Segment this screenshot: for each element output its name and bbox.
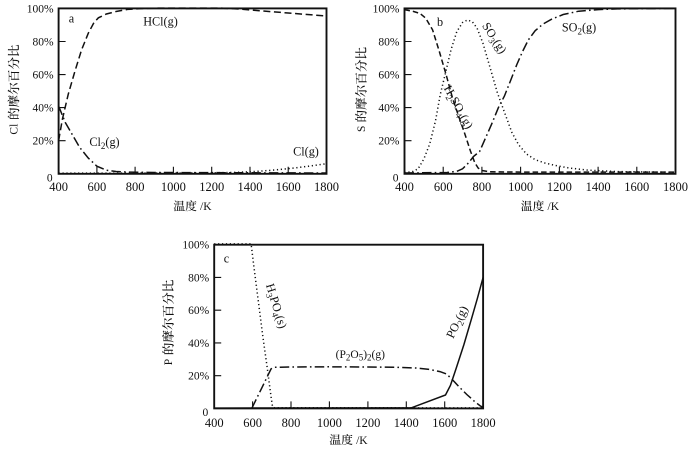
svg-text:1800: 1800	[314, 180, 339, 194]
svg-text:100%: 100%	[373, 3, 400, 15]
svg-text:c: c	[224, 252, 230, 266]
svg-text:800: 800	[282, 416, 301, 430]
svg-text:1000: 1000	[317, 416, 342, 430]
svg-text:100%: 100%	[27, 3, 54, 15]
svg-text:40%: 40%	[33, 103, 55, 115]
svg-text:1400: 1400	[586, 180, 611, 194]
svg-text:60%: 60%	[378, 70, 400, 82]
svg-text:600: 600	[434, 180, 453, 194]
svg-text:20%: 20%	[33, 136, 55, 148]
svg-text:100%: 100%	[182, 240, 209, 252]
svg-text:b: b	[437, 15, 443, 29]
svg-text:/K: /K	[356, 435, 368, 447]
svg-text:60%: 60%	[33, 70, 55, 82]
svg-text:Cl2(g): Cl2(g)	[89, 135, 119, 151]
svg-text:800: 800	[473, 180, 492, 194]
svg-text:Cl: Cl	[9, 124, 21, 135]
svg-text:Cl(g): Cl(g)	[293, 145, 319, 159]
svg-text:a: a	[69, 12, 75, 26]
svg-text:400: 400	[205, 416, 224, 430]
svg-text:SO2(g): SO2(g)	[562, 21, 596, 37]
svg-text:1200: 1200	[199, 180, 224, 194]
svg-text:800: 800	[126, 180, 145, 194]
svg-text:(P2O5)2(g): (P2O5)2(g)	[336, 349, 385, 363]
svg-text:1000: 1000	[508, 180, 533, 194]
svg-text:1800: 1800	[663, 180, 688, 194]
svg-text:60%: 60%	[188, 305, 210, 317]
svg-text:P: P	[163, 359, 175, 365]
svg-text:40%: 40%	[188, 338, 210, 350]
svg-text:1000: 1000	[161, 180, 186, 194]
svg-text:400: 400	[395, 180, 414, 194]
svg-text:0: 0	[202, 407, 208, 419]
svg-text:1600: 1600	[276, 180, 301, 194]
svg-text:40%: 40%	[378, 103, 400, 115]
svg-text:H2SO4(g): H2SO4(g)	[439, 83, 476, 132]
svg-text:600: 600	[88, 180, 107, 194]
svg-text:H3PO4(s): H3PO4(s)	[261, 282, 290, 331]
svg-text:1200: 1200	[547, 180, 572, 194]
svg-text:80%: 80%	[188, 272, 210, 284]
svg-text:80%: 80%	[33, 37, 55, 49]
svg-text:80%: 80%	[378, 37, 400, 49]
svg-text:1600: 1600	[432, 416, 457, 430]
svg-text:600: 600	[243, 416, 262, 430]
svg-text:1200: 1200	[355, 416, 380, 430]
svg-text:1800: 1800	[471, 416, 496, 430]
svg-text:S: S	[356, 126, 368, 132]
svg-text:HCl(g): HCl(g)	[143, 15, 178, 29]
svg-text:/K: /K	[200, 201, 212, 213]
svg-text:1400: 1400	[394, 416, 419, 430]
svg-text:1600: 1600	[624, 180, 649, 194]
svg-text:0: 0	[393, 172, 399, 184]
svg-text:20%: 20%	[188, 371, 210, 383]
svg-text:400: 400	[49, 180, 68, 194]
svg-text:PO2(g): PO2(g)	[443, 304, 472, 342]
svg-text:20%: 20%	[378, 136, 400, 148]
svg-text:1400: 1400	[238, 180, 263, 194]
svg-text:/K: /K	[548, 201, 560, 213]
svg-text:0: 0	[47, 172, 53, 184]
